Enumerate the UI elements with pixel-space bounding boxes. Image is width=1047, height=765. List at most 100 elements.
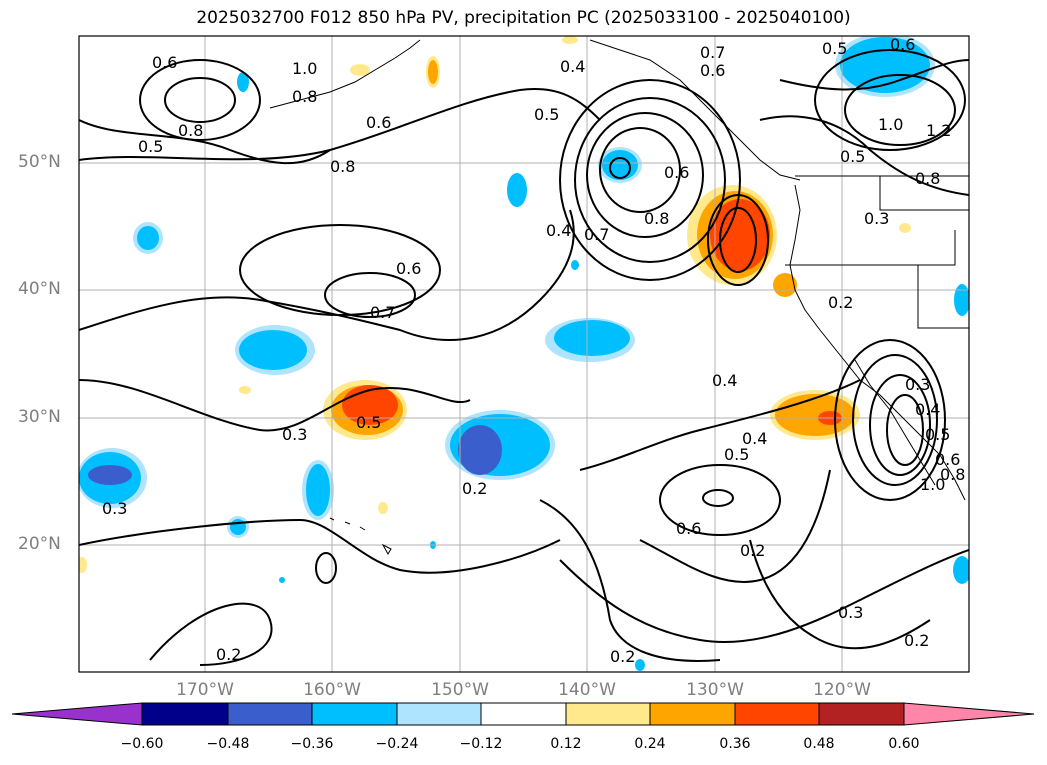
precip-patch	[88, 465, 132, 485]
precip-patch	[899, 223, 911, 233]
contour-label: 0.4	[546, 221, 571, 240]
contour-label: 0.5	[925, 425, 950, 444]
contour-trough	[702, 489, 734, 507]
contour-line	[79, 88, 601, 161]
colorbar-tick-label: −0.60	[120, 736, 164, 752]
contour-label: 0.4	[915, 400, 940, 419]
colorbar-tick-label: 0.48	[803, 736, 835, 752]
contour-line	[579, 379, 861, 471]
lat-label: 50°N	[18, 152, 61, 172]
contour-front	[707, 194, 769, 286]
contour-west	[164, 77, 236, 123]
contour-label: 1.0	[920, 475, 945, 494]
contour-low	[599, 127, 681, 213]
contour-label: 0.7	[700, 43, 725, 62]
colorbar	[11, 702, 1035, 726]
lon-label: 120°W	[813, 680, 871, 700]
contour-line	[149, 602, 273, 666]
colorbar-tick-label: 0.36	[719, 736, 751, 752]
colorbar-cell	[734, 702, 820, 726]
colorbar-tick-label: 0.12	[550, 736, 582, 752]
colorbar-tick-label: −0.12	[459, 736, 503, 752]
contour-small	[315, 552, 337, 584]
contour-label: 0.5	[840, 147, 865, 166]
precip-patch	[571, 260, 579, 270]
contour-label: 0.6	[890, 35, 915, 54]
contour-label: 0.6	[664, 163, 689, 182]
state-border	[785, 230, 956, 266]
precip-patch	[239, 330, 307, 370]
precip-patch	[306, 464, 330, 516]
lat-label: 30°N	[18, 407, 61, 427]
contour-label: 0.5	[822, 39, 847, 58]
precip-patch	[239, 386, 251, 394]
colorbar-tick-label: 0.60	[888, 736, 920, 752]
precip-patch	[279, 577, 285, 583]
contour-line	[749, 539, 931, 650]
precip-patch	[230, 519, 246, 535]
precip-patch	[350, 64, 370, 76]
contour-label: 0.8	[178, 121, 203, 140]
contour-line	[559, 549, 969, 643]
province-border	[879, 176, 969, 211]
contour-label: 1.2	[926, 121, 951, 140]
contour-sw	[869, 374, 931, 476]
colorbar-tick-label: −0.48	[206, 736, 250, 752]
precip-patch	[137, 226, 159, 250]
plot-frame	[78, 35, 970, 673]
precip-patch	[562, 36, 578, 44]
contour-label: 1.0	[878, 115, 903, 134]
contour-label: 0.2	[610, 647, 635, 666]
contour-label: 0.4	[742, 429, 767, 448]
precip-patch	[954, 284, 969, 316]
precip-patch	[773, 273, 797, 297]
contour-line	[79, 119, 331, 165]
colorbar-cell	[649, 702, 736, 726]
contour-low	[586, 112, 704, 238]
contour-label: 0.6	[152, 53, 177, 72]
precip-shading	[79, 36, 969, 671]
contour-line	[79, 518, 561, 574]
precip-patch	[237, 72, 249, 92]
colorbar-tick-label: −0.36	[290, 736, 334, 752]
contour-label: 0.3	[838, 603, 863, 622]
precip-patch	[953, 556, 969, 584]
colorbar-cell	[227, 702, 313, 726]
contour-sw	[852, 354, 938, 486]
colorbar-cell	[818, 702, 905, 726]
contour-label: 0.6	[396, 259, 421, 278]
contour-label: 0.3	[282, 425, 307, 444]
contour-label: 0.6	[676, 519, 701, 538]
contour-label: 0.2	[904, 631, 929, 650]
contour-sw	[886, 394, 924, 466]
colorbar-cell	[396, 702, 482, 726]
precip-patch	[775, 394, 855, 436]
lat-label: 20°N	[18, 534, 61, 554]
contour-label: 0.6	[935, 450, 960, 469]
contour-label: 0.7	[370, 303, 395, 322]
contour-labels: 0.6 1.0 0.8 0.8 0.5 0.8 0.6 0.4 0.5 0.7 …	[102, 35, 965, 666]
contour-line	[79, 379, 471, 432]
contour-low	[609, 157, 631, 179]
contour-label: 0.2	[740, 541, 765, 560]
contour-label: 0.5	[138, 137, 163, 156]
contour-line	[539, 499, 721, 662]
contour-label: 0.8	[940, 465, 965, 484]
contour-low-center	[559, 79, 741, 281]
contour-label: 0.3	[905, 375, 930, 394]
contour-sw	[834, 339, 946, 501]
contour-label: 1.0	[292, 59, 317, 78]
colorbar-cell	[480, 702, 567, 726]
colorbar-cell	[311, 702, 398, 726]
colorbar-cell	[141, 702, 229, 726]
colorbar-cell	[565, 702, 651, 726]
contour-label: 0.2	[462, 479, 487, 498]
contour-label: 0.4	[712, 371, 737, 390]
contour-label: 0.5	[356, 413, 381, 432]
precip-patch	[554, 320, 630, 356]
precip-patch	[635, 659, 645, 671]
coastline-baja	[854, 359, 936, 486]
contour-ne	[844, 74, 956, 146]
colorbar-extend-low	[11, 702, 143, 726]
precip-patch	[602, 150, 638, 180]
